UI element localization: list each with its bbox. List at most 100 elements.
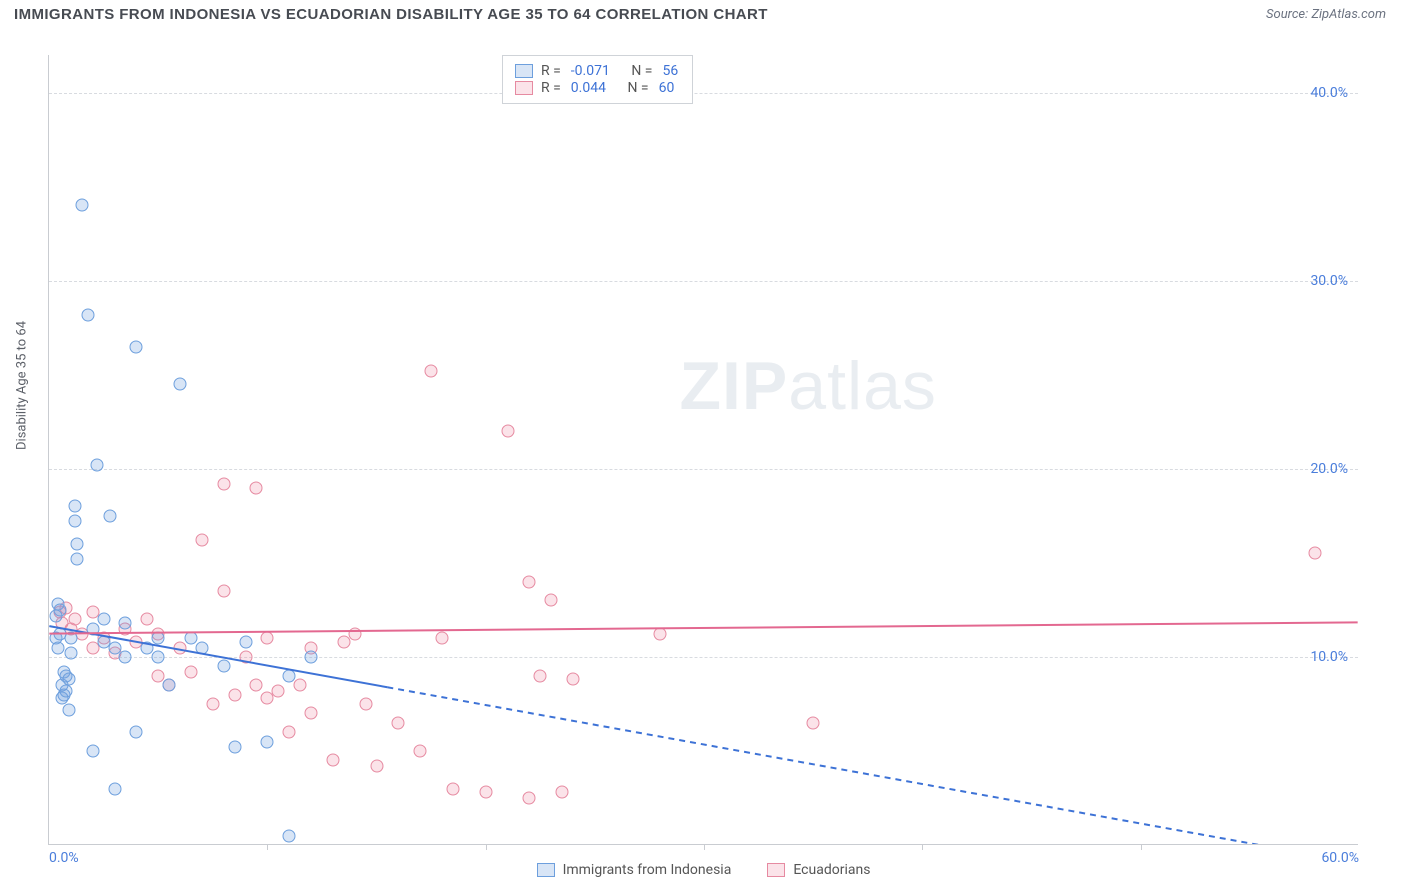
- data-point-ecuadorians: [501, 425, 514, 438]
- swatch-ecuadorians: [515, 81, 533, 95]
- data-point-indonesia: [305, 650, 318, 663]
- data-point-ecuadorians: [370, 760, 383, 773]
- data-point-ecuadorians: [195, 534, 208, 547]
- data-point-indonesia: [163, 679, 176, 692]
- data-point-indonesia: [71, 553, 84, 566]
- x-tick-label: 0.0%: [49, 850, 79, 866]
- data-point-indonesia: [104, 509, 117, 522]
- r-value-ecuadorians: 0.044: [571, 80, 606, 96]
- data-point-ecuadorians: [272, 684, 285, 697]
- n-value-indonesia: 56: [662, 63, 678, 79]
- data-point-indonesia: [119, 650, 132, 663]
- data-point-ecuadorians: [69, 613, 82, 626]
- data-point-ecuadorians: [326, 754, 339, 767]
- data-point-ecuadorians: [556, 786, 569, 799]
- data-point-indonesia: [283, 829, 296, 842]
- x-tick-mark: [267, 844, 268, 850]
- data-point-indonesia: [69, 515, 82, 528]
- swatch-indonesia-icon: [537, 863, 555, 877]
- gridline-h: [49, 469, 1358, 470]
- data-point-indonesia: [60, 684, 73, 697]
- data-point-ecuadorians: [141, 613, 154, 626]
- data-point-ecuadorians: [283, 726, 296, 739]
- data-point-indonesia: [108, 641, 121, 654]
- data-point-ecuadorians: [174, 641, 187, 654]
- data-point-ecuadorians: [348, 628, 361, 641]
- x-tick-mark: [922, 844, 923, 850]
- data-point-ecuadorians: [261, 632, 274, 645]
- data-point-ecuadorians: [239, 650, 252, 663]
- data-point-indonesia: [53, 603, 66, 616]
- data-point-ecuadorians: [654, 628, 667, 641]
- data-point-indonesia: [64, 647, 77, 660]
- data-point-ecuadorians: [305, 707, 318, 720]
- y-tick-label: 30.0%: [1310, 273, 1348, 289]
- r-value-indonesia: -0.071: [571, 63, 610, 79]
- data-point-ecuadorians: [567, 673, 580, 686]
- chart-title: IMMIGRANTS FROM INDONESIA VS ECUADORIAN …: [14, 6, 768, 23]
- data-point-indonesia: [130, 340, 143, 353]
- data-point-indonesia: [62, 703, 75, 716]
- data-point-ecuadorians: [359, 697, 372, 710]
- watermark-zip: ZIP: [680, 348, 789, 424]
- data-point-indonesia: [108, 782, 121, 795]
- data-point-ecuadorians: [807, 716, 820, 729]
- data-point-ecuadorians: [294, 679, 307, 692]
- n-label: N =: [627, 80, 648, 96]
- data-point-ecuadorians: [446, 782, 459, 795]
- data-point-indonesia: [119, 617, 132, 630]
- n-label: N =: [631, 63, 652, 79]
- watermark: ZIPatlas: [680, 347, 937, 425]
- data-point-indonesia: [75, 199, 88, 212]
- data-point-ecuadorians: [534, 669, 547, 682]
- data-point-ecuadorians: [436, 632, 449, 645]
- series-legend: Immigrants from Indonesia Ecuadorians: [49, 862, 1358, 878]
- swatch-ecuadorians-icon: [767, 863, 785, 877]
- y-tick-label: 20.0%: [1310, 461, 1348, 477]
- data-point-indonesia: [62, 673, 75, 686]
- legend-row-ecuadorians: R = 0.044 N = 60: [515, 80, 680, 96]
- data-point-indonesia: [152, 632, 165, 645]
- legend-row-indonesia: R = -0.071 N = 56: [515, 63, 680, 79]
- x-tick-mark: [486, 844, 487, 850]
- data-point-ecuadorians: [250, 679, 263, 692]
- data-point-ecuadorians: [217, 585, 230, 598]
- trend-lines-svg: [49, 55, 1358, 844]
- r-label: R =: [541, 63, 561, 79]
- data-point-ecuadorians: [392, 716, 405, 729]
- data-point-ecuadorians: [414, 744, 427, 757]
- x-tick-mark: [1141, 844, 1142, 850]
- data-point-ecuadorians: [184, 665, 197, 678]
- data-point-indonesia: [86, 744, 99, 757]
- data-point-ecuadorians: [1309, 547, 1322, 560]
- data-point-indonesia: [228, 741, 241, 754]
- r-label: R =: [541, 80, 561, 96]
- x-tick-mark: [704, 844, 705, 850]
- source-prefix: Source:: [1266, 7, 1311, 22]
- y-tick-label: 40.0%: [1310, 85, 1348, 101]
- data-point-ecuadorians: [425, 365, 438, 378]
- trend-line: [387, 687, 1357, 844]
- data-point-indonesia: [51, 641, 64, 654]
- correlation-legend: R = -0.071 N = 56 R = 0.044 N = 60: [502, 55, 693, 104]
- chart-header: IMMIGRANTS FROM INDONESIA VS ECUADORIAN …: [0, 0, 1406, 27]
- n-value-ecuadorians: 60: [659, 80, 675, 96]
- data-point-ecuadorians: [250, 481, 263, 494]
- data-point-indonesia: [86, 622, 99, 635]
- data-point-indonesia: [71, 538, 84, 551]
- data-point-indonesia: [174, 378, 187, 391]
- legend-item-indonesia: Immigrants from Indonesia: [537, 862, 732, 878]
- legend-item-ecuadorians: Ecuadorians: [767, 862, 870, 878]
- y-tick-label: 10.0%: [1310, 649, 1348, 665]
- data-point-indonesia: [141, 641, 154, 654]
- data-point-ecuadorians: [479, 786, 492, 799]
- watermark-atlas: atlas: [788, 348, 937, 424]
- x-tick-label: 60.0%: [1321, 850, 1359, 866]
- data-point-ecuadorians: [152, 669, 165, 682]
- data-point-ecuadorians: [523, 791, 536, 804]
- scatter-chart: ZIPatlas R = -0.071 N = 56 R = 0.044 N =…: [48, 55, 1358, 845]
- data-point-indonesia: [64, 632, 77, 645]
- gridline-h: [49, 93, 1358, 94]
- data-point-ecuadorians: [523, 575, 536, 588]
- data-point-ecuadorians: [228, 688, 241, 701]
